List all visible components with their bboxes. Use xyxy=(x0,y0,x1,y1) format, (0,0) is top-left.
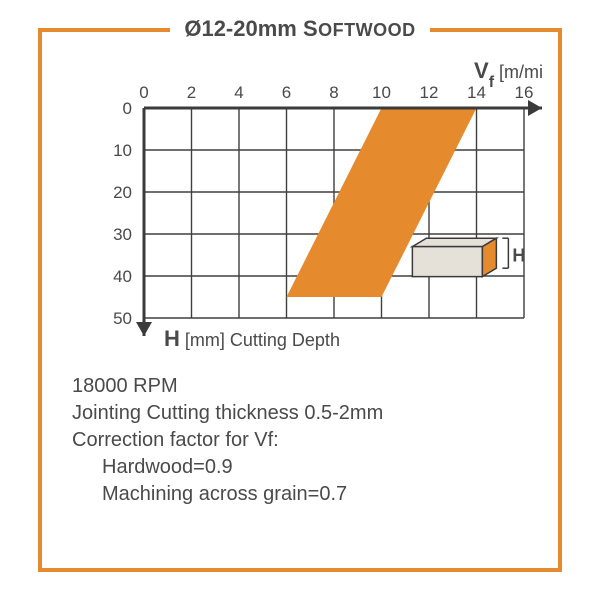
note-across-grain: Machining across grain=0.7 xyxy=(72,481,536,508)
svg-text:H: H xyxy=(512,246,525,266)
svg-text:20: 20 xyxy=(113,183,132,202)
page-title: Ø12-20mm SOFTWOOD xyxy=(170,16,429,42)
title-diameter: Ø12-20mm xyxy=(184,16,297,41)
chart-svg: 024681012141601020304050Vf [m/min]H [mm]… xyxy=(64,58,544,354)
title-material: SOFTWOOD xyxy=(303,20,416,40)
notes: 18000 RPM Jointing Cutting thickness 0.5… xyxy=(72,373,536,508)
note-correction: Correction factor for Vf: xyxy=(72,427,536,454)
chart-frame: Ø12-20mm SOFTWOOD 0246810121416010203040… xyxy=(38,28,562,572)
note-hardwood: Hardwood=0.9 xyxy=(72,454,536,481)
svg-text:H [mm] Cutting Depth: H [mm] Cutting Depth xyxy=(164,326,340,351)
note-jointing: Jointing Cutting thickness 0.5-2mm xyxy=(72,400,536,427)
svg-text:0: 0 xyxy=(139,83,148,102)
svg-text:50: 50 xyxy=(113,309,132,328)
svg-text:10: 10 xyxy=(113,141,132,160)
svg-text:10: 10 xyxy=(372,83,391,102)
svg-text:30: 30 xyxy=(113,225,132,244)
svg-text:14: 14 xyxy=(467,83,486,102)
svg-text:0: 0 xyxy=(123,99,132,118)
title-wrap: Ø12-20mm SOFTWOOD xyxy=(42,16,558,42)
svg-text:4: 4 xyxy=(234,83,243,102)
svg-text:6: 6 xyxy=(282,83,291,102)
svg-text:2: 2 xyxy=(187,83,196,102)
svg-text:40: 40 xyxy=(113,267,132,286)
svg-text:12: 12 xyxy=(420,83,439,102)
note-rpm: 18000 RPM xyxy=(72,373,536,400)
chart: 024681012141601020304050Vf [m/min]H [mm]… xyxy=(64,58,536,359)
svg-text:16: 16 xyxy=(515,83,534,102)
svg-text:8: 8 xyxy=(329,83,338,102)
